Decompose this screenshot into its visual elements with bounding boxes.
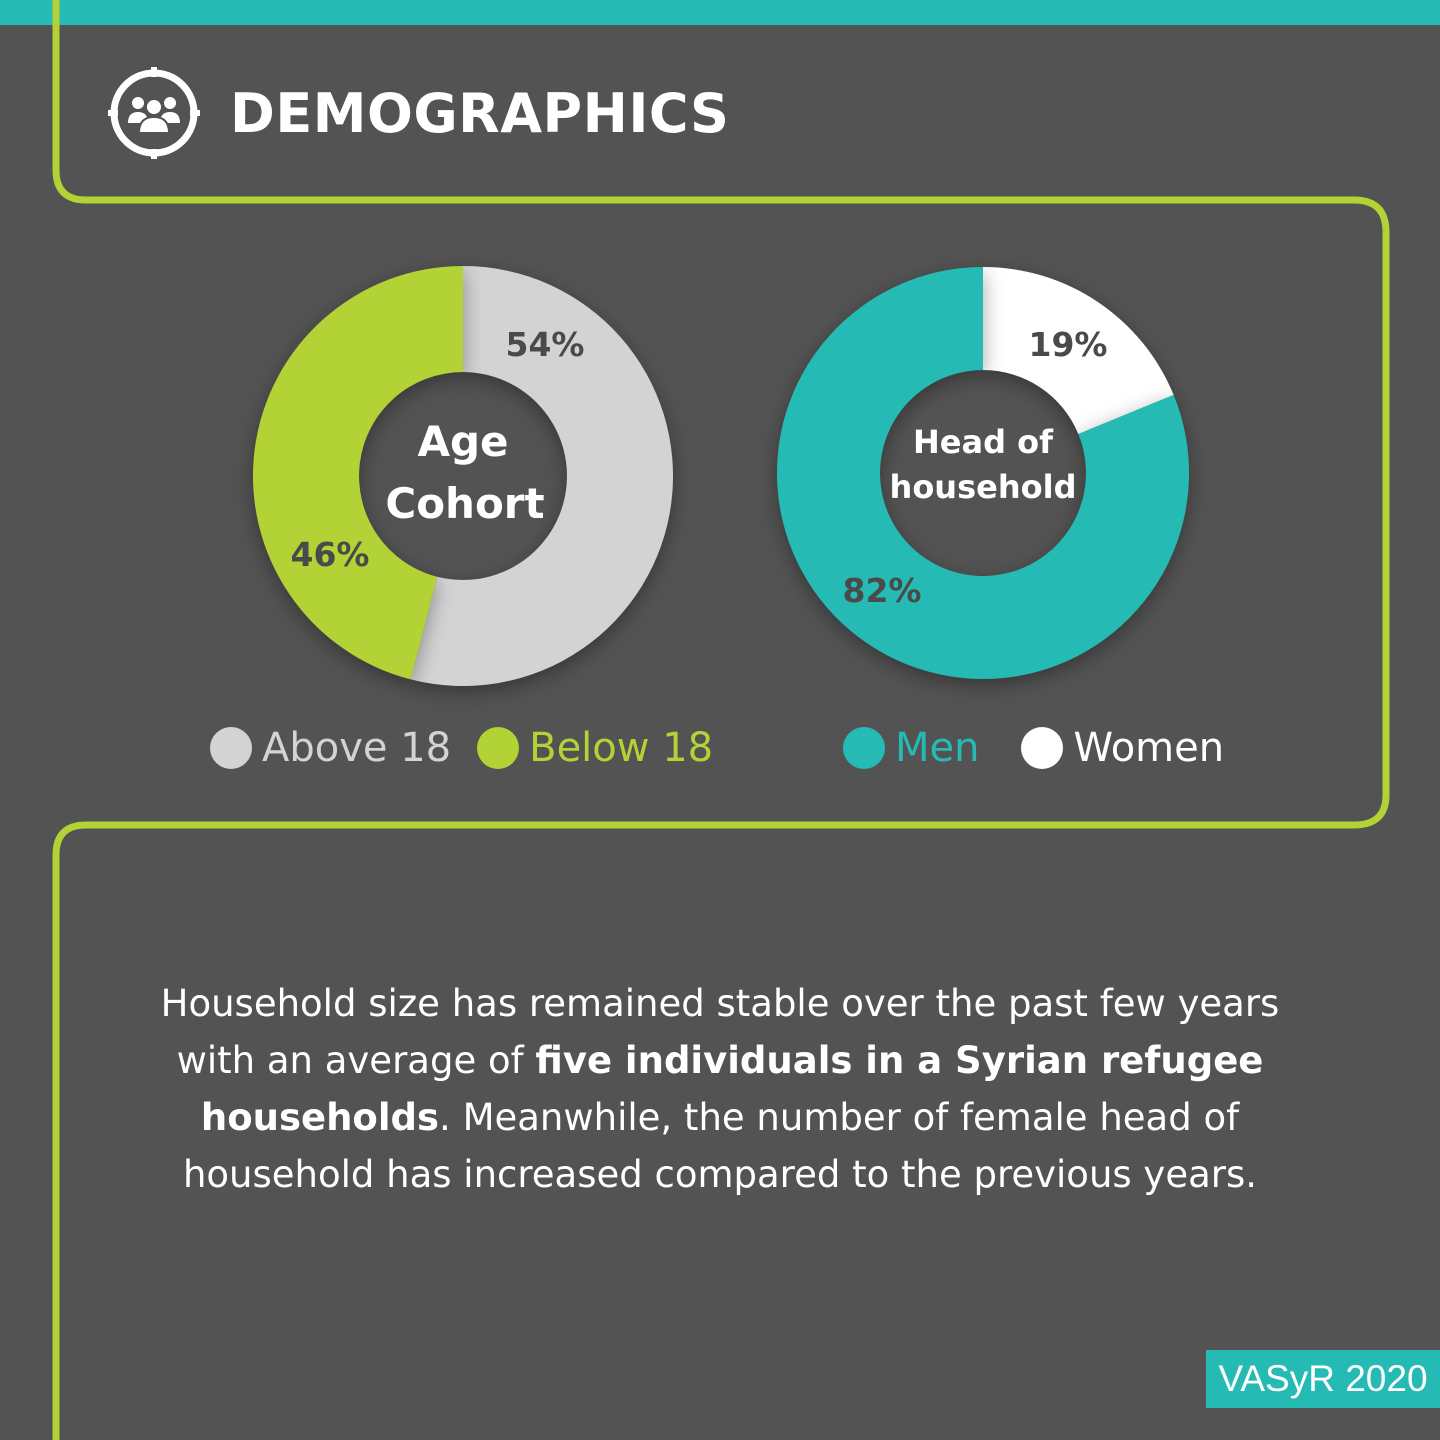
page-title: DEMOGRAPHICS bbox=[230, 81, 730, 145]
household-legend: Men Women bbox=[843, 725, 1250, 771]
legend-label-men: Men bbox=[895, 725, 980, 771]
summary-highlight: five individuals in a Syrian refugee hou… bbox=[200, 1039, 1264, 1139]
summary-text-2: . Meanwhile, the number of female head o… bbox=[182, 1096, 1258, 1196]
women-swatch bbox=[1021, 727, 1064, 769]
people-group-icon bbox=[108, 67, 200, 159]
legend-label-below-18: Below 18 bbox=[529, 725, 714, 771]
women-value: 19% bbox=[1029, 325, 1108, 364]
summary-text-1: Household size has remained stable over … bbox=[160, 982, 1280, 1082]
head-of-household-donut bbox=[777, 267, 1189, 679]
header: DEMOGRAPHICS bbox=[108, 66, 729, 160]
age-legend: Above 18 Below 18 bbox=[210, 725, 739, 771]
slice-above-18 bbox=[410, 266, 673, 686]
slice-men bbox=[777, 267, 1189, 679]
below-18-value: 46% bbox=[291, 535, 370, 574]
top-accent-bar bbox=[0, 0, 1440, 25]
legend-label-women: Women bbox=[1073, 725, 1225, 771]
source-badge: VASyR 2020 bbox=[1206, 1350, 1440, 1408]
above-18-swatch bbox=[210, 727, 252, 769]
below-18-swatch bbox=[477, 727, 520, 769]
legend-label-above-18: Above 18 bbox=[262, 725, 452, 771]
age-cohort-donut bbox=[252, 266, 673, 686]
men-swatch bbox=[843, 727, 885, 769]
legend-item-women: Women bbox=[1021, 725, 1224, 771]
slice-below-18 bbox=[252, 266, 463, 680]
age-cohort-label-line1: Age bbox=[417, 417, 508, 466]
men-value: 82% bbox=[843, 571, 922, 610]
household-label-line1: Head of bbox=[913, 423, 1054, 461]
slice-women bbox=[983, 267, 1174, 434]
summary-paragraph: Household size has remained stable over … bbox=[150, 975, 1290, 1203]
age-cohort-label-line2: Cohort bbox=[385, 479, 544, 528]
legend-item-below-18: Below 18 bbox=[477, 725, 713, 771]
above-18-value: 54% bbox=[506, 325, 585, 364]
legend-item-men: Men bbox=[843, 725, 979, 771]
household-label-line2: household bbox=[890, 468, 1077, 506]
legend-item-above-18: Above 18 bbox=[210, 725, 451, 771]
